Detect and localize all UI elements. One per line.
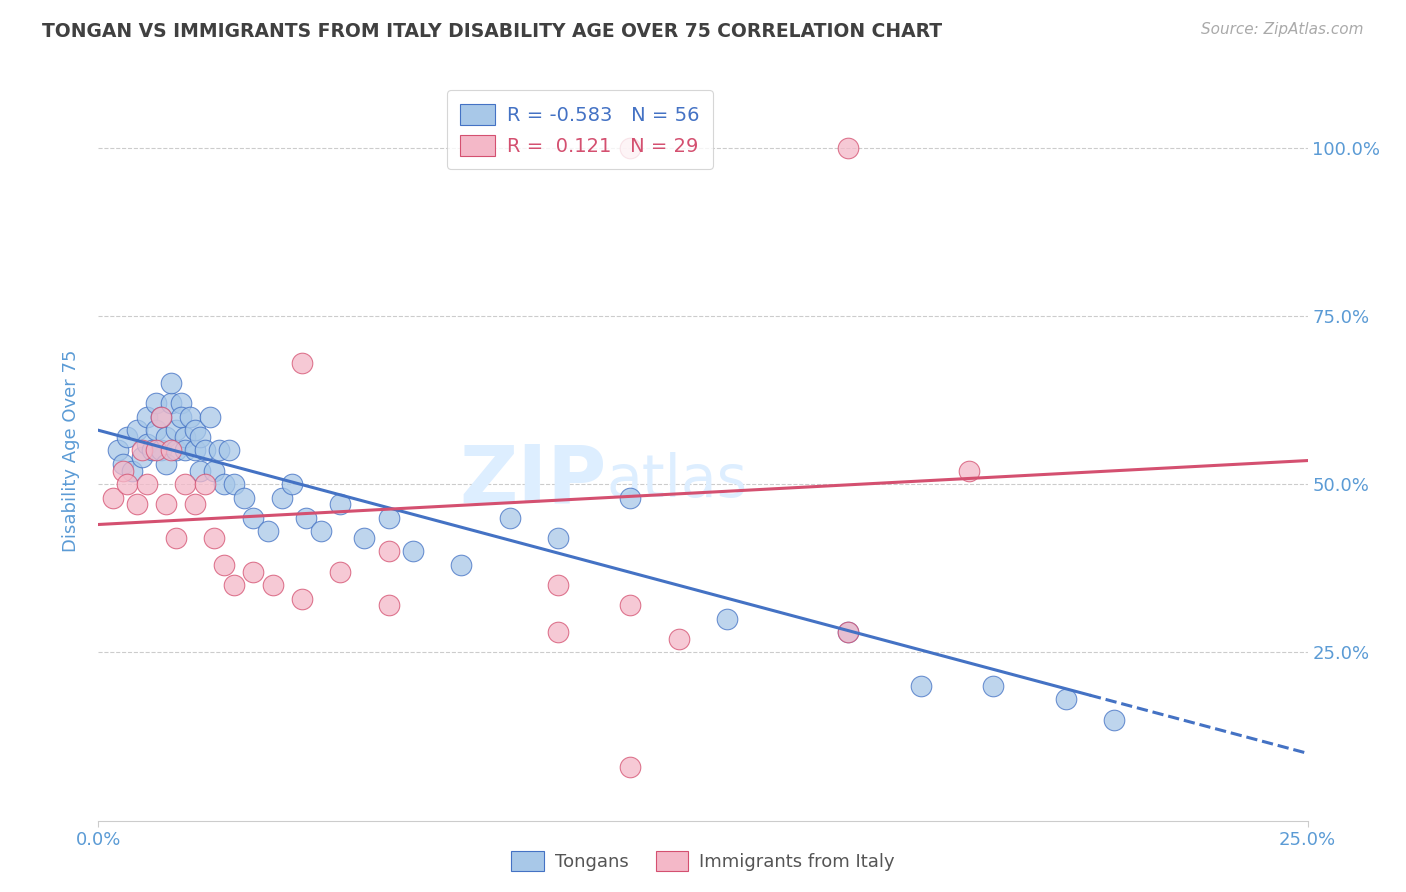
Text: ZIP: ZIP (458, 441, 606, 519)
Point (290, 356, 312, 370)
Point (150, 409, 173, 424)
Point (377, 510, 399, 524)
Point (174, 430, 197, 444)
Point (160, 376, 183, 391)
Point (290, 591, 312, 606)
Point (127, 497, 149, 511)
Point (212, 477, 235, 491)
Point (194, 443, 217, 458)
Point (198, 409, 221, 424)
Point (1102, 713, 1125, 727)
Point (160, 396, 183, 410)
Point (141, 443, 163, 458)
Point (218, 443, 240, 458)
Point (111, 457, 134, 471)
Point (377, 599, 399, 613)
Point (188, 430, 211, 444)
Point (165, 531, 187, 545)
Point (910, 679, 932, 693)
Point (150, 409, 173, 424)
Point (131, 443, 153, 458)
Point (150, 443, 173, 458)
Text: Source: ZipAtlas.com: Source: ZipAtlas.com (1201, 22, 1364, 37)
Point (121, 464, 143, 478)
Point (619, 491, 641, 505)
Point (619, 140, 641, 154)
Point (169, 396, 191, 410)
Y-axis label: Disability Age Over 75: Disability Age Over 75 (62, 349, 80, 552)
Point (179, 409, 201, 424)
Point (117, 430, 139, 444)
Point (155, 457, 177, 471)
Point (204, 464, 226, 478)
Point (174, 477, 197, 491)
Point (155, 497, 177, 511)
Point (619, 760, 641, 774)
Point (547, 625, 569, 640)
Point (281, 477, 304, 491)
Point (329, 497, 352, 511)
Point (353, 531, 375, 545)
Point (131, 450, 153, 465)
Point (184, 497, 207, 511)
Point (271, 491, 294, 505)
Point (232, 491, 254, 505)
Text: TONGAN VS IMMIGRANTS FROM ITALY DISABILITY AGE OVER 75 CORRELATION CHART: TONGAN VS IMMIGRANTS FROM ITALY DISABILI… (42, 22, 942, 41)
Point (160, 443, 183, 458)
Point (107, 443, 129, 458)
Point (188, 464, 211, 478)
Point (450, 558, 472, 572)
Point (155, 430, 177, 444)
Point (145, 423, 167, 437)
Point (329, 565, 352, 579)
Text: atlas: atlas (606, 451, 747, 508)
Point (165, 423, 187, 437)
Point (174, 443, 197, 458)
Point (402, 544, 425, 558)
Point (619, 599, 641, 613)
Point (135, 477, 157, 491)
Point (547, 578, 569, 592)
Point (145, 396, 167, 410)
Point (668, 632, 690, 646)
Legend: Tongans, Immigrants from Italy: Tongans, Immigrants from Italy (505, 844, 901, 879)
Point (208, 443, 231, 458)
Point (117, 477, 139, 491)
Point (184, 443, 207, 458)
Point (194, 477, 217, 491)
Point (837, 625, 859, 640)
Point (957, 464, 980, 478)
Point (547, 531, 569, 545)
Point (295, 510, 318, 524)
Point (1054, 692, 1077, 706)
Point (204, 531, 226, 545)
Point (837, 140, 859, 154)
Point (222, 477, 245, 491)
Point (135, 436, 157, 450)
Point (377, 544, 399, 558)
Point (212, 558, 235, 572)
Point (498, 510, 520, 524)
Point (169, 409, 191, 424)
Point (222, 578, 245, 592)
Point (262, 578, 284, 592)
Point (837, 625, 859, 640)
Point (111, 464, 134, 478)
Point (184, 423, 207, 437)
Point (242, 565, 264, 579)
Point (145, 443, 167, 458)
Point (127, 423, 149, 437)
Point (242, 510, 264, 524)
Point (716, 612, 738, 626)
Point (165, 443, 187, 458)
Point (981, 679, 1004, 693)
Point (256, 524, 278, 539)
Point (135, 409, 157, 424)
Point (309, 524, 332, 539)
Point (101, 491, 124, 505)
